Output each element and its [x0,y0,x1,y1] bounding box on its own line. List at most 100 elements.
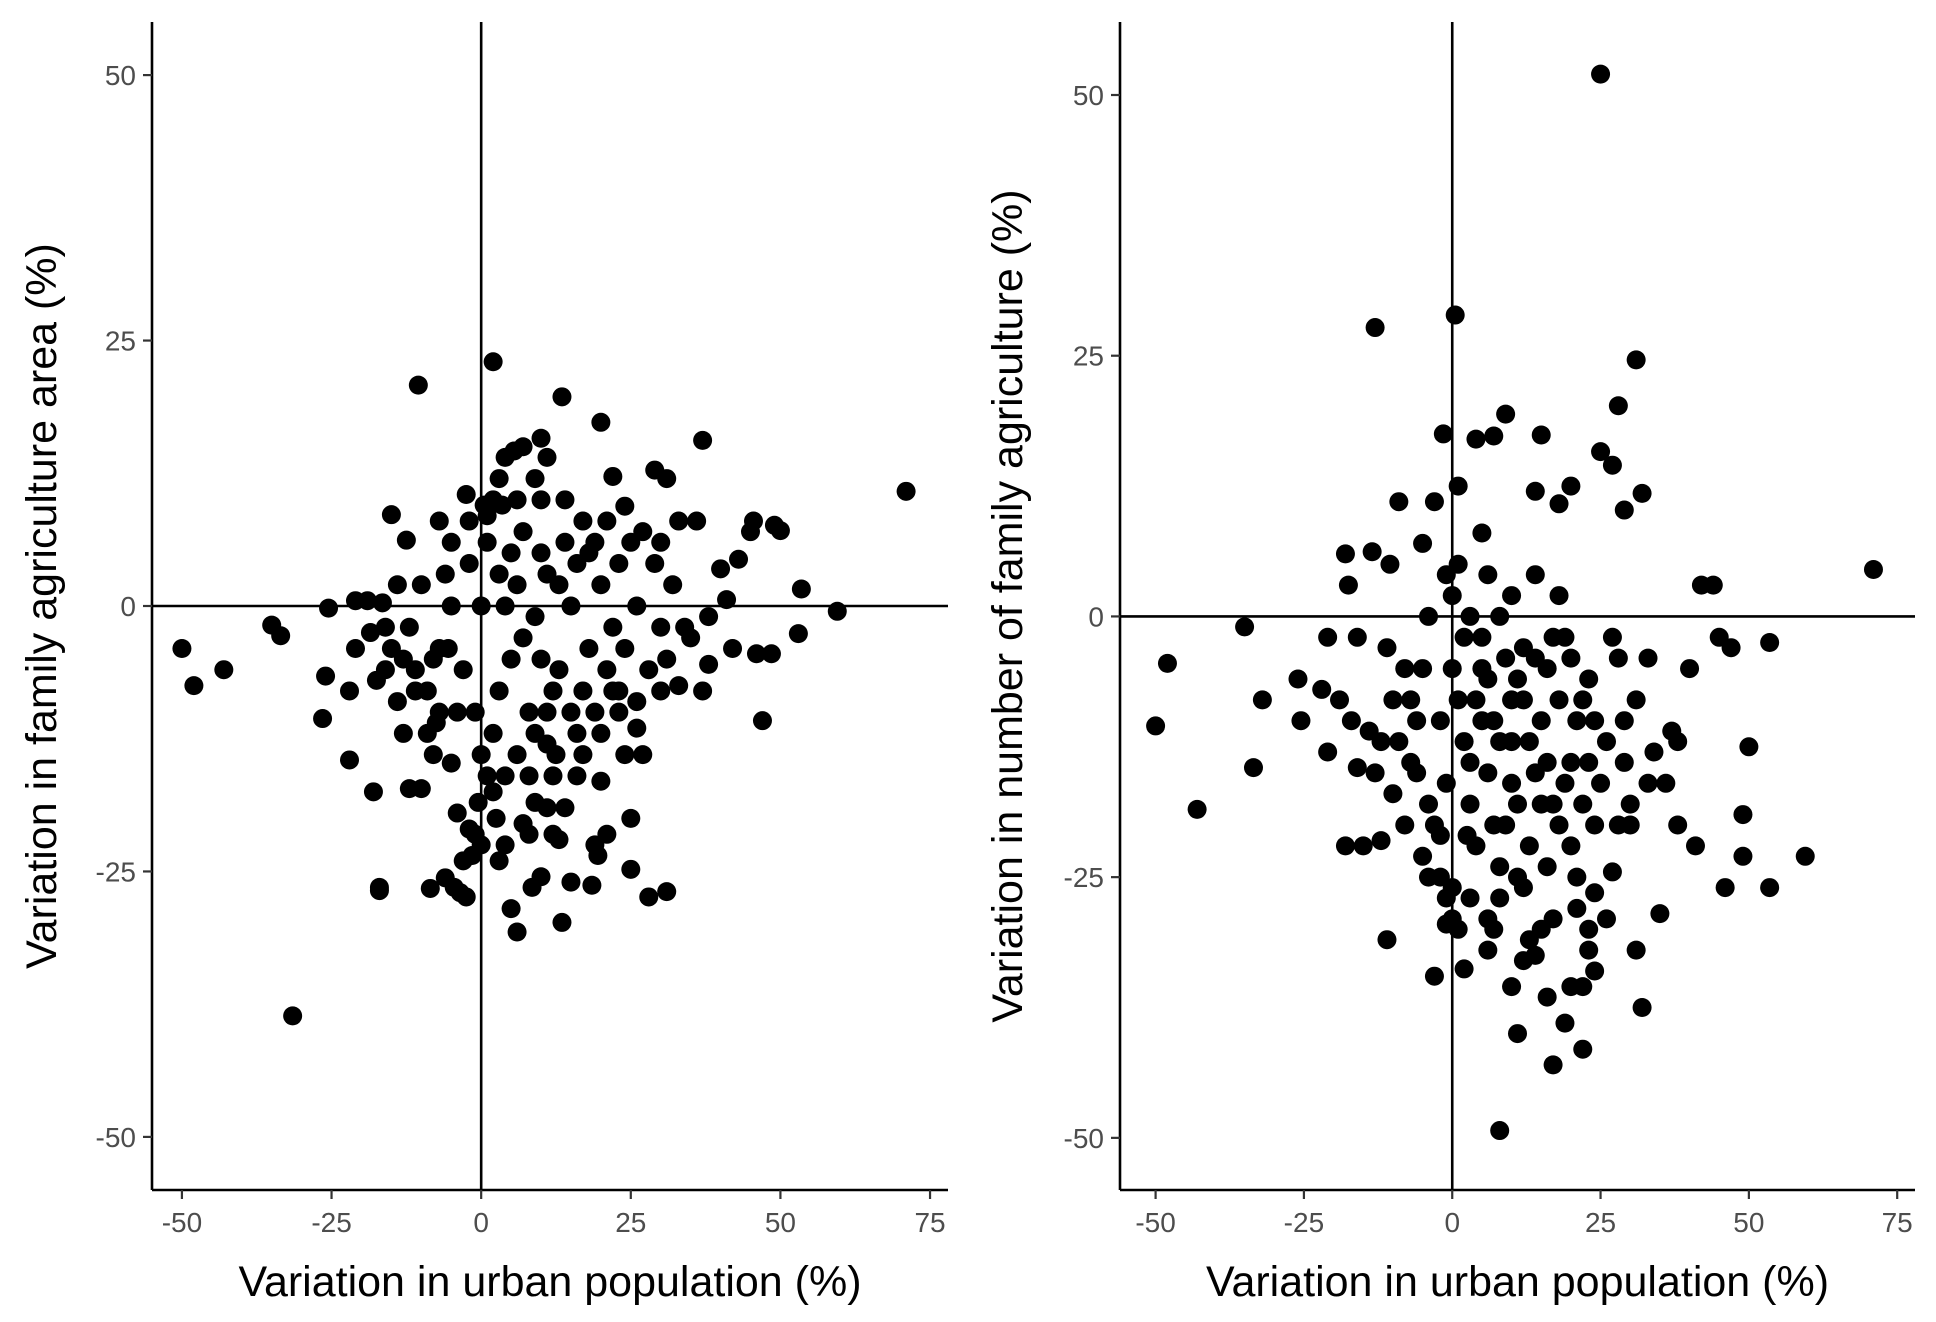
data-point [531,543,551,563]
data-point [1638,773,1658,793]
data-point [375,660,395,680]
data-point [1365,318,1385,338]
data-point [615,496,635,516]
data-point [555,798,575,818]
y-tick-label: 25 [1073,341,1104,372]
data-point [597,660,617,680]
data-point [1632,483,1652,503]
data-point [1347,758,1367,778]
data-point [501,649,521,669]
data-point [381,505,401,525]
data-point [582,875,602,895]
data-point [1591,773,1611,793]
data-point [1561,836,1581,856]
data-point [1596,909,1616,929]
data-point [1760,633,1780,652]
data-point [447,702,467,722]
data-point [1513,878,1533,898]
data-point [1466,429,1486,449]
data-point [429,511,449,531]
data-point [537,798,557,818]
data-point [1573,977,1593,997]
data-point [417,723,437,743]
data-point [1502,773,1522,793]
data-point [1680,659,1700,679]
data-point [1733,846,1753,866]
data-point [1377,930,1397,950]
data-point [1549,690,1569,710]
data-point [489,681,509,701]
y-ticks: -50 -25 0 25 50 [1064,80,1120,1154]
data-point [561,872,581,892]
data-point [711,559,731,579]
data-point [621,808,641,828]
data-point [579,638,599,658]
data-point [1496,648,1516,668]
data-point [1424,815,1444,835]
data-point [1395,815,1415,835]
data-point [1591,442,1611,462]
x-tick-label: -25 [311,1207,351,1238]
data-point [1380,554,1400,574]
data-point [1353,836,1373,856]
data-point [1620,794,1640,814]
data-point [1668,815,1688,835]
data-point [489,851,509,871]
data-point [525,607,545,627]
data-point [591,412,611,432]
y-tick-label: 25 [105,326,136,357]
data-point [1478,669,1498,689]
data-point [1525,481,1545,501]
data-point [1579,919,1599,939]
data-point [519,702,539,722]
data-point [507,490,527,510]
data-point [1585,961,1605,981]
data-point [1454,732,1474,752]
data-point [501,899,521,919]
data-point [543,681,563,701]
data-point [1525,565,1545,585]
data-point [1252,690,1272,710]
data-point [313,709,333,729]
data-point [552,387,572,407]
data-point [1685,836,1705,856]
x-ticks: -50 -25 0 25 50 75 [1135,1190,1913,1238]
data-point [555,490,575,510]
data-point [1318,742,1338,762]
data-point [1430,711,1450,731]
data-point [1187,799,1207,819]
data-point [1371,831,1391,851]
data-point [1567,898,1587,918]
data-point [1602,627,1622,647]
data-point [1484,426,1504,446]
data-point [567,723,587,743]
data-point [1561,752,1581,772]
data-point [1543,1055,1563,1075]
data-point [1383,784,1403,804]
data-point [1419,794,1439,814]
data-point [1484,711,1504,731]
data-point [1543,627,1563,647]
data-point [519,824,539,844]
data-point [591,771,611,791]
data-point [1466,836,1486,856]
data-point [1614,752,1634,772]
data-point [1543,909,1563,929]
data-point [423,649,443,669]
data-point [1537,857,1557,877]
data-point [729,549,749,569]
y-axis-title: Variation in family agriculture area (%) [18,243,66,969]
data-point [1585,711,1605,731]
data-point [1567,711,1587,731]
data-point [360,623,380,643]
x-tick-label: 25 [1585,1207,1616,1238]
data-point [1561,476,1581,496]
data-point [1362,542,1382,562]
data-point [1668,732,1688,752]
data-point [1650,904,1670,924]
data-point [585,532,605,552]
data-point [1733,805,1753,825]
data-point [1413,846,1433,866]
data-point [531,428,551,448]
